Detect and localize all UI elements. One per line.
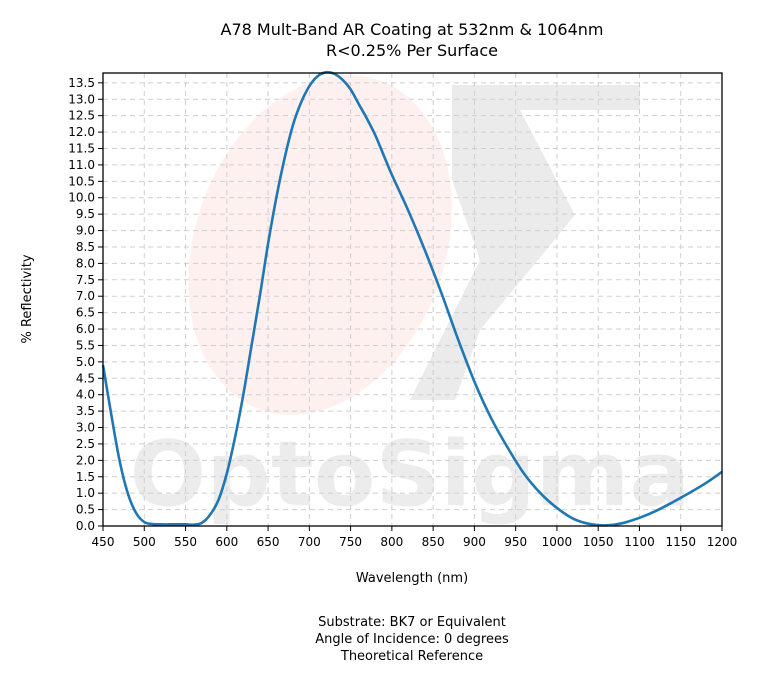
- x-axis-label: Wavelength (nm): [356, 571, 468, 586]
- y-tick-label: 2.5: [76, 437, 95, 451]
- x-tick-label: 1150: [665, 535, 696, 549]
- x-tick-label: 950: [504, 535, 527, 549]
- y-tick-label: 11.0: [68, 158, 95, 172]
- chart-subtitle: R<0.25% Per Surface: [326, 41, 498, 60]
- y-tick-label: 8.5: [76, 240, 95, 254]
- y-tick-label: 0.5: [76, 503, 95, 517]
- x-tick-label: 550: [174, 535, 197, 549]
- y-tick-label: 10.5: [68, 174, 95, 188]
- x-tick-label: 650: [257, 535, 280, 549]
- y-tick-label: 0.0: [76, 519, 95, 533]
- y-tick-label: 12.5: [68, 109, 95, 123]
- x-tick-label: 1050: [583, 535, 614, 549]
- y-tick-label: 1.5: [76, 470, 95, 484]
- y-tick-label: 10.0: [68, 191, 95, 205]
- y-tick-label: 1.0: [76, 486, 95, 500]
- y-tick-label: 4.0: [76, 388, 95, 402]
- axis-ticks: 450 500 550 600 650 700 750 800 850 900 950 1000 105…: [68, 76, 737, 549]
- footnote-reference: Theoretical Reference: [340, 649, 483, 664]
- x-tick-label: 1100: [624, 535, 655, 549]
- y-tick-label: 3.0: [76, 421, 95, 435]
- x-tick-label: 500: [133, 535, 156, 549]
- x-tick-label: 850: [422, 535, 445, 549]
- footnote-substrate: Substrate: BK7 or Equivalent: [318, 615, 506, 630]
- x-tick-label: 1200: [707, 535, 738, 549]
- x-tick-label: 800: [380, 535, 403, 549]
- y-tick-label: 5.5: [76, 338, 95, 352]
- y-tick-label: 9.0: [76, 224, 95, 238]
- y-axis-label: % Reflectivity: [20, 254, 35, 343]
- y-tick-label: 5.0: [76, 355, 95, 369]
- x-tick-label: 1000: [542, 535, 573, 549]
- x-tick-label: 450: [92, 535, 115, 549]
- y-tick-label: 12.0: [68, 125, 95, 139]
- y-tick-label: 2.0: [76, 453, 95, 467]
- y-tick-label: 13.0: [68, 92, 95, 106]
- x-tick-label: 900: [463, 535, 486, 549]
- y-tick-label: 9.5: [76, 207, 95, 221]
- y-tick-label: 13.5: [68, 76, 95, 90]
- y-tick-label: 3.5: [76, 404, 95, 418]
- y-tick-label: 8.0: [76, 256, 95, 270]
- y-tick-label: 7.0: [76, 289, 95, 303]
- y-tick-label: 7.5: [76, 273, 95, 287]
- plot-frame: [102, 72, 723, 527]
- y-tick-label: 6.5: [76, 306, 95, 320]
- y-tick-label: 6.0: [76, 322, 95, 336]
- watermark-logo: OptoSigma: [130, 75, 690, 527]
- y-tick-label: 11.5: [68, 142, 95, 156]
- y-tick-label: 4.5: [76, 371, 95, 385]
- chart-title: A78 Mult-Band AR Coating at 532nm & 1064…: [221, 20, 604, 39]
- x-tick-label: 700: [298, 535, 321, 549]
- x-tick-label: 600: [215, 535, 238, 549]
- footnote-angle: Angle of Incidence: 0 degrees: [315, 632, 509, 647]
- x-tick-label: 750: [339, 535, 362, 549]
